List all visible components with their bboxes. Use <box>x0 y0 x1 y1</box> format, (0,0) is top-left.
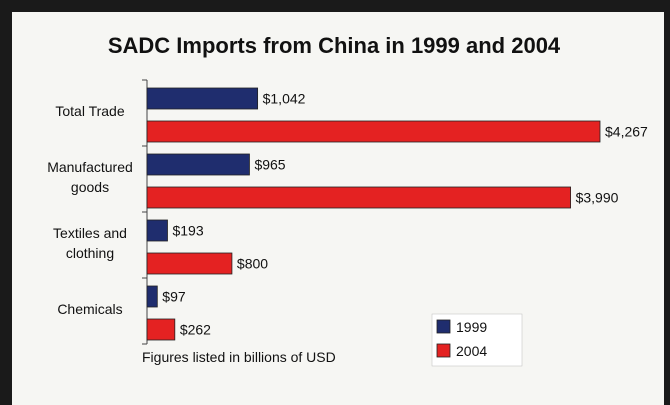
data-label: $3,990 <box>576 190 619 206</box>
chart-title: SADC Imports from China in 1999 and 2004 <box>108 33 561 58</box>
legend-swatch <box>436 343 451 358</box>
bar-1999 <box>146 153 250 176</box>
legend-label: 2004 <box>456 343 487 359</box>
category-label: Textiles and <box>53 225 127 241</box>
bar-2004 <box>146 318 176 341</box>
bar-2004 <box>146 252 233 275</box>
legend: 1999 2004 <box>431 313 523 367</box>
category-label: clothing <box>66 245 114 261</box>
data-label: $800 <box>237 256 268 272</box>
legend-label: 1999 <box>456 319 487 335</box>
data-label: $1,042 <box>263 91 306 107</box>
bar-1999 <box>146 219 168 242</box>
category-label: Total Trade <box>55 103 124 119</box>
category-label: Chemicals <box>57 301 122 317</box>
legend-swatch <box>436 319 451 334</box>
bar-2004 <box>146 186 571 209</box>
bar-1999 <box>146 285 158 308</box>
data-label: $193 <box>172 223 203 239</box>
category-label: Manufactured <box>47 159 133 175</box>
data-label: $262 <box>180 322 211 338</box>
bar-1999 <box>146 87 259 110</box>
units-note: Figures listed in billions of USD <box>142 349 336 365</box>
category-label: goods <box>71 179 109 195</box>
data-label: $4,267 <box>605 124 648 140</box>
data-label: $965 <box>254 157 285 173</box>
bar-2004 <box>146 120 601 143</box>
data-label: $97 <box>162 289 186 305</box>
